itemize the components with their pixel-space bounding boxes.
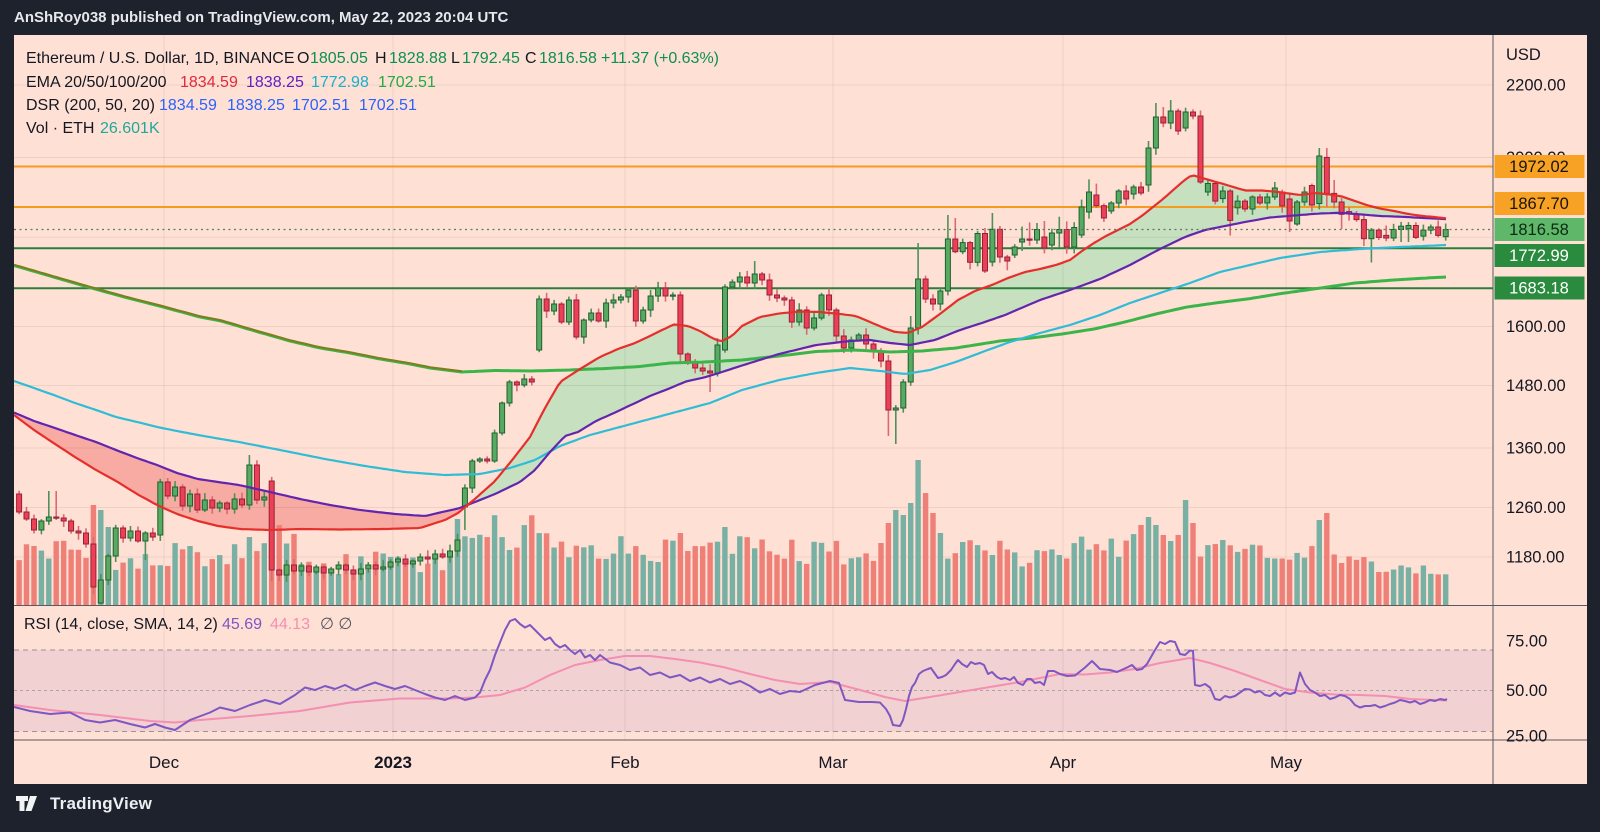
svg-text:RSI (14, close, SMA, 14, 2): RSI (14, close, SMA, 14, 2) [24, 616, 218, 633]
svg-text:1828.88: 1828.88 [389, 50, 447, 67]
svg-text:25.00: 25.00 [1506, 728, 1547, 746]
svg-text:1600.00: 1600.00 [1506, 318, 1566, 336]
svg-text:May: May [1270, 753, 1303, 772]
svg-text:1792.45: 1792.45 [462, 50, 520, 67]
svg-text:1360.00: 1360.00 [1506, 440, 1566, 458]
svg-text:H: H [375, 50, 387, 67]
svg-text:1180.00: 1180.00 [1506, 549, 1564, 567]
svg-text:1805.05: 1805.05 [310, 50, 368, 67]
svg-text:44.13: 44.13 [270, 616, 310, 633]
svg-text:Feb: Feb [610, 753, 639, 772]
svg-text:75.00: 75.00 [1506, 633, 1547, 651]
svg-text:2023: 2023 [374, 753, 412, 772]
svg-text:L: L [451, 50, 460, 67]
svg-text:Mar: Mar [818, 753, 848, 772]
svg-text:Ethereum / U.S. Dollar, 1D, BI: Ethereum / U.S. Dollar, 1D, BINANCE [26, 50, 295, 67]
svg-text:1867.70: 1867.70 [1509, 195, 1569, 213]
svg-text:1480.00: 1480.00 [1506, 377, 1566, 395]
svg-text:C: C [525, 50, 537, 67]
svg-text:1260.00: 1260.00 [1506, 499, 1566, 517]
svg-text:DSR (200, 50, 20): DSR (200, 50, 20) [26, 97, 155, 114]
svg-text:1816.58: 1816.58 [539, 50, 597, 67]
svg-text:1702.51: 1702.51 [292, 97, 350, 114]
svg-text:1834.59: 1834.59 [159, 97, 217, 114]
svg-text:EMA 20/50/100/200: EMA 20/50/100/200 [26, 74, 167, 91]
svg-text:USD: USD [1506, 46, 1541, 64]
svg-text:+11.37 (+0.63%): +11.37 (+0.63%) [601, 50, 719, 67]
svg-text:∅ ∅: ∅ ∅ [320, 616, 352, 633]
svg-text:50.00: 50.00 [1506, 682, 1547, 700]
svg-text:O: O [297, 50, 309, 67]
svg-text:1816.58: 1816.58 [1509, 221, 1569, 239]
svg-text:45.69: 45.69 [222, 616, 262, 633]
svg-text:1702.51: 1702.51 [359, 97, 417, 114]
svg-text:2200.00: 2200.00 [1506, 77, 1566, 95]
svg-text:1838.25: 1838.25 [246, 74, 304, 91]
svg-text:1772.99: 1772.99 [1509, 247, 1569, 265]
svg-text:1838.25: 1838.25 [227, 97, 285, 114]
svg-text:1772.98: 1772.98 [311, 74, 369, 91]
svg-text:26.601K: 26.601K [100, 120, 160, 137]
svg-text:1834.59: 1834.59 [180, 74, 238, 91]
svg-text:1972.02: 1972.02 [1509, 158, 1569, 176]
svg-text:1683.18: 1683.18 [1509, 280, 1569, 298]
svg-text:Apr: Apr [1050, 753, 1077, 772]
svg-text:Vol · ETH: Vol · ETH [26, 120, 94, 137]
svg-text:1702.51: 1702.51 [378, 74, 436, 91]
svg-text:Dec: Dec [149, 753, 180, 772]
